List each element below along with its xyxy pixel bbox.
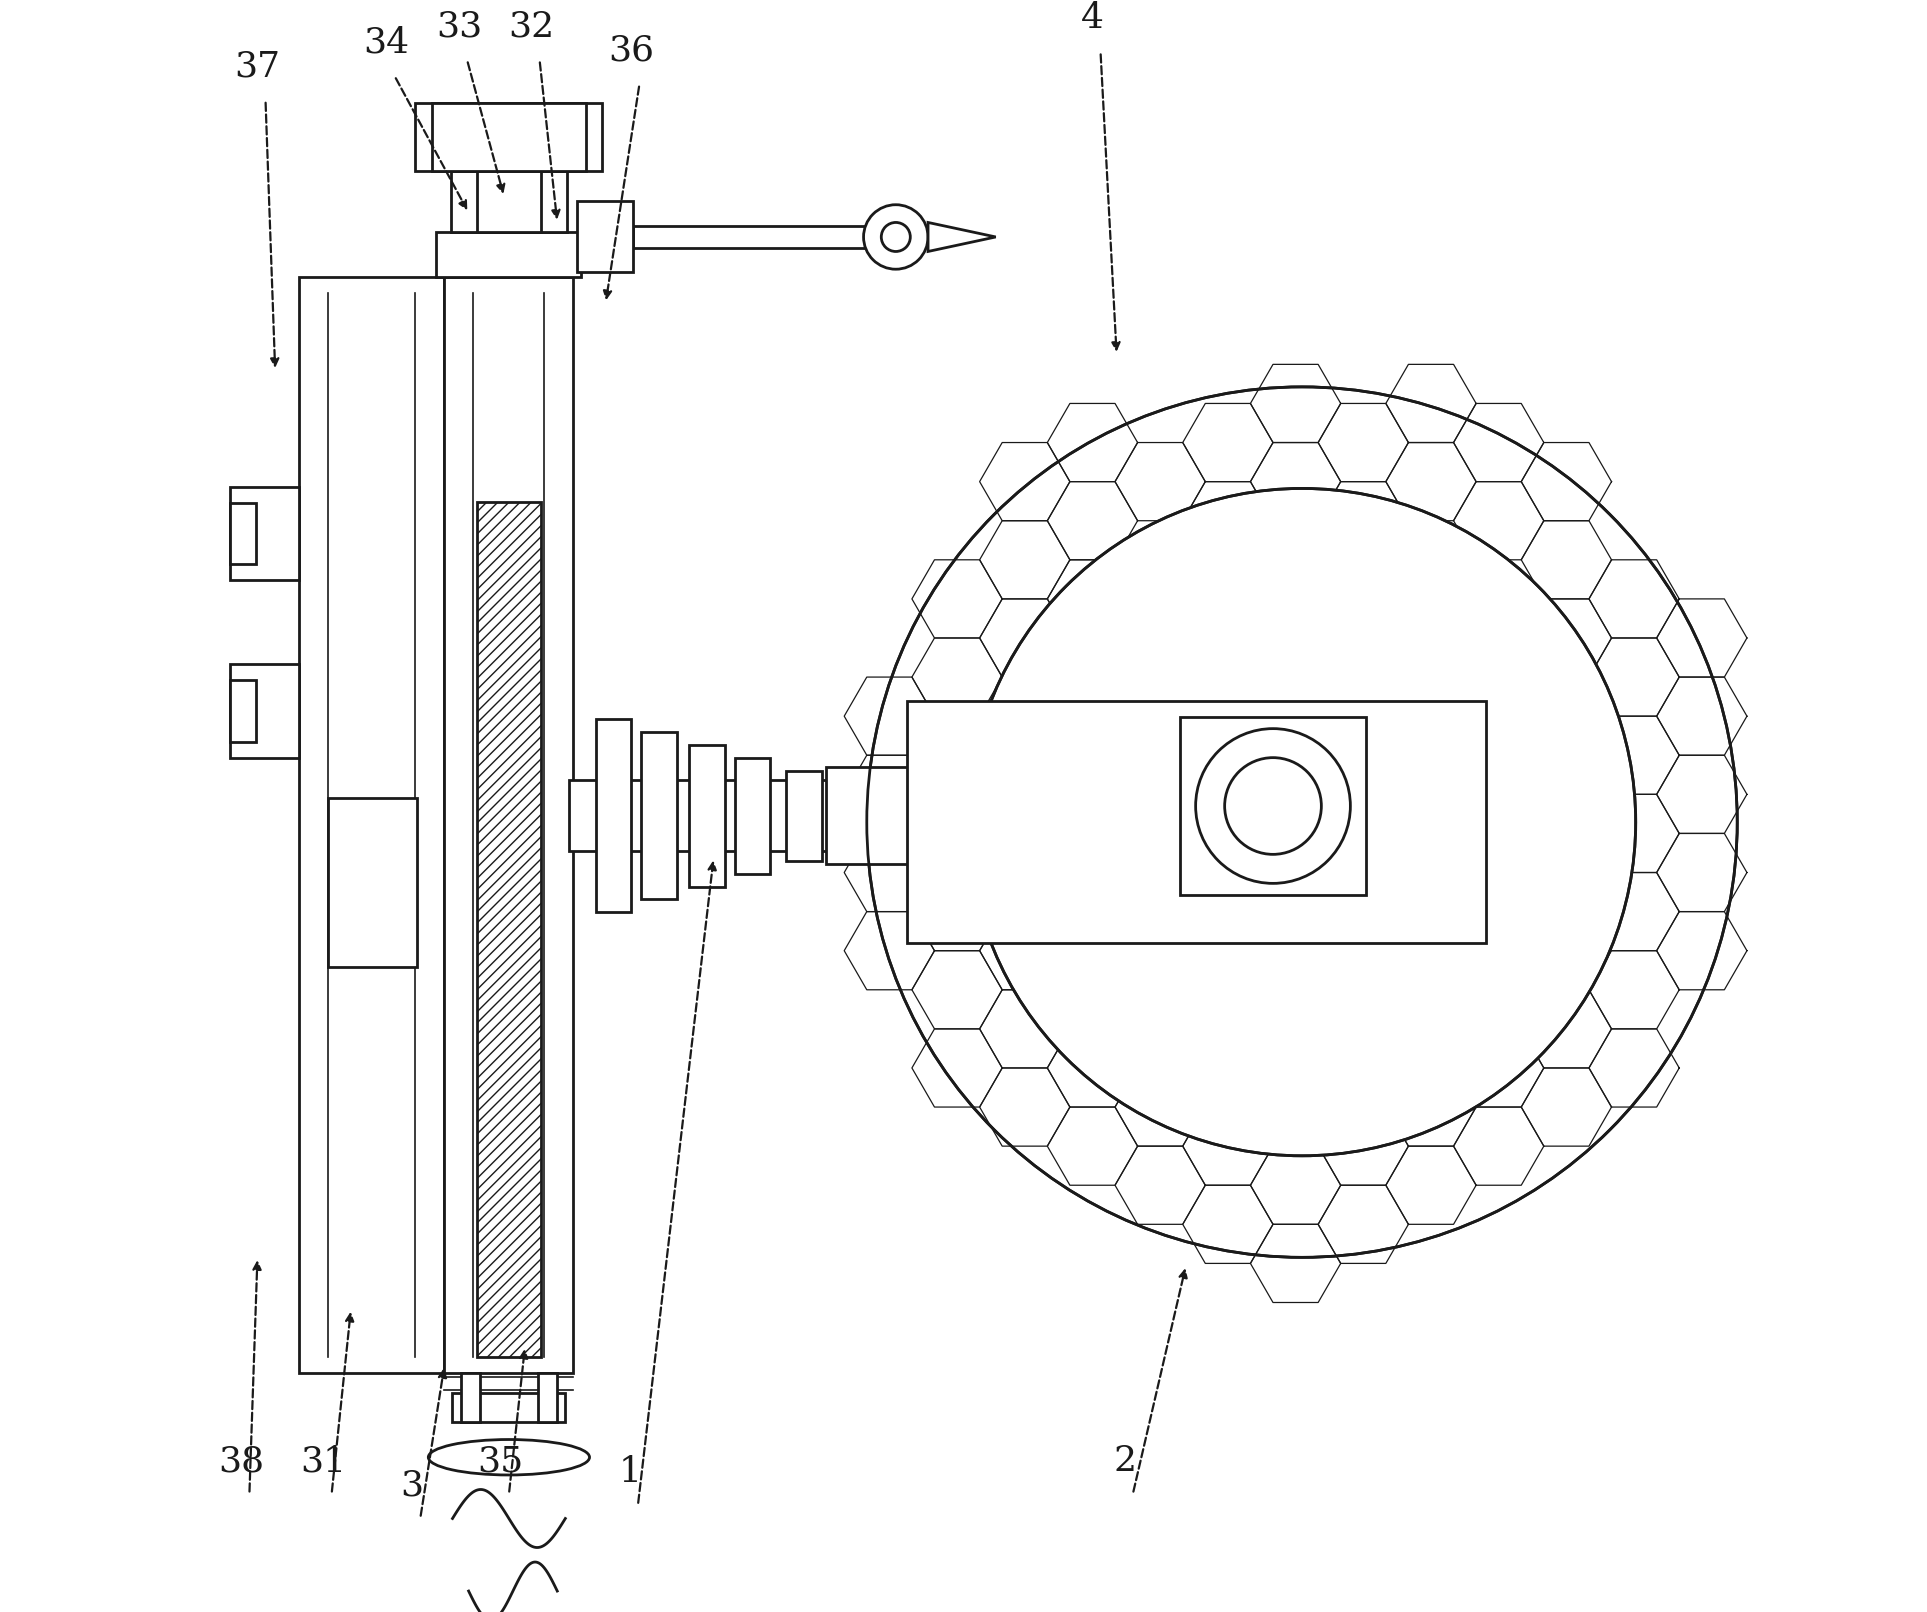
Polygon shape — [929, 222, 996, 251]
Bar — [451, 171, 567, 232]
Bar — [445, 277, 574, 1373]
Bar — [229, 664, 299, 758]
Circle shape — [1226, 758, 1322, 854]
Text: 31: 31 — [301, 1444, 347, 1478]
Bar — [229, 503, 256, 564]
Text: 35: 35 — [478, 1444, 524, 1478]
Text: 33: 33 — [436, 10, 482, 44]
Bar — [229, 487, 299, 580]
Bar — [461, 1373, 480, 1422]
Bar — [328, 798, 416, 967]
Bar — [436, 232, 582, 277]
Bar — [642, 732, 676, 899]
Bar — [786, 771, 821, 861]
Bar — [416, 103, 603, 171]
Bar — [538, 1373, 557, 1422]
Text: 36: 36 — [609, 34, 655, 68]
Bar — [734, 758, 771, 874]
Bar — [690, 745, 725, 887]
Text: 38: 38 — [218, 1444, 264, 1478]
Circle shape — [969, 488, 1636, 1156]
Bar — [476, 171, 541, 232]
Bar — [453, 1393, 565, 1422]
Text: 32: 32 — [509, 10, 555, 44]
Bar — [229, 680, 256, 742]
Circle shape — [1195, 729, 1351, 883]
Bar — [568, 780, 908, 851]
Text: 1: 1 — [619, 1456, 642, 1489]
Bar — [476, 503, 541, 1357]
Bar — [432, 103, 586, 171]
Text: 34: 34 — [364, 26, 409, 60]
Circle shape — [881, 222, 910, 251]
Circle shape — [969, 490, 1634, 1154]
Ellipse shape — [428, 1440, 590, 1475]
Bar — [1179, 717, 1366, 895]
Text: 2: 2 — [1114, 1444, 1137, 1478]
Bar — [299, 277, 445, 1373]
Text: 4: 4 — [1081, 2, 1104, 35]
Circle shape — [863, 205, 929, 269]
Text: 37: 37 — [235, 50, 281, 84]
Bar — [595, 719, 632, 912]
Text: 3: 3 — [401, 1469, 424, 1502]
Bar — [827, 767, 910, 864]
Bar — [908, 701, 1486, 943]
Bar — [576, 202, 634, 272]
Circle shape — [867, 387, 1738, 1257]
